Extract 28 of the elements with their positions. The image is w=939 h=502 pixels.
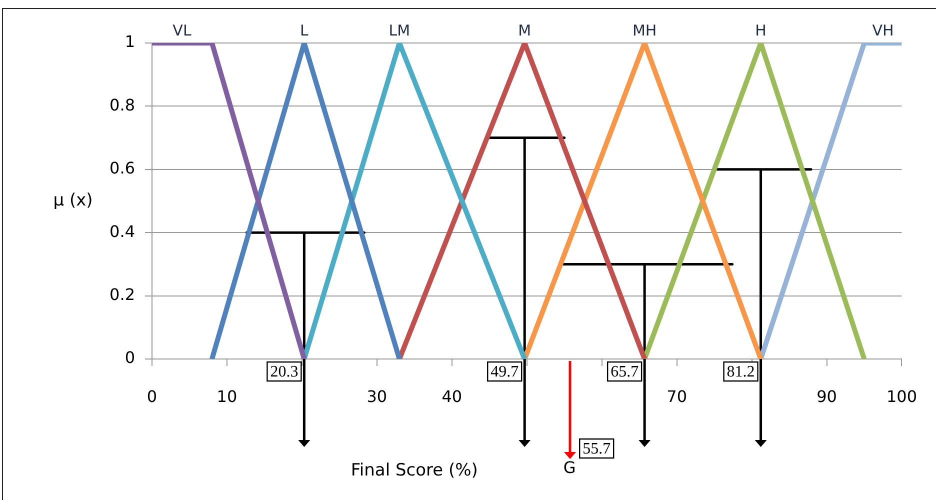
series-label: VL (172, 21, 192, 40)
annotation: 65.7 (610, 364, 639, 381)
series-label: M (518, 21, 532, 40)
annotation: 20.3 (270, 364, 298, 381)
annotation: 81.2 (726, 364, 755, 381)
y-tick-label: 0.4 (110, 222, 135, 241)
y-tick-label: 0 (124, 348, 135, 368)
x-tick-label: 30 (366, 386, 388, 406)
series-label: L (300, 21, 310, 40)
x-tick-label: 10 (216, 386, 238, 406)
series-label: LM (388, 21, 410, 40)
text: 55.7 (582, 440, 611, 458)
series-label: VH (872, 21, 894, 40)
x-tick-label: 0 (146, 386, 158, 406)
y-tick-label: 0.8 (110, 95, 135, 114)
y-tick-label: 0.2 (110, 284, 135, 304)
x-tick-label: 90 (816, 386, 837, 406)
y-tick-label: 1 (124, 32, 135, 52)
x-tick-label: 40 (442, 386, 462, 406)
series-label: MH (632, 21, 657, 40)
y-tick-label: 0.6 (110, 158, 135, 178)
x-tick-label: 70 (666, 386, 687, 406)
annotation: 49.7 (490, 364, 519, 381)
x-tick-label: 100 (886, 386, 918, 406)
ref-line-label: G (563, 458, 576, 478)
y-axis-title: μ (x) (53, 190, 93, 210)
series-label: H (755, 21, 766, 40)
x-axis-title: Final Score (%) (350, 460, 478, 480)
